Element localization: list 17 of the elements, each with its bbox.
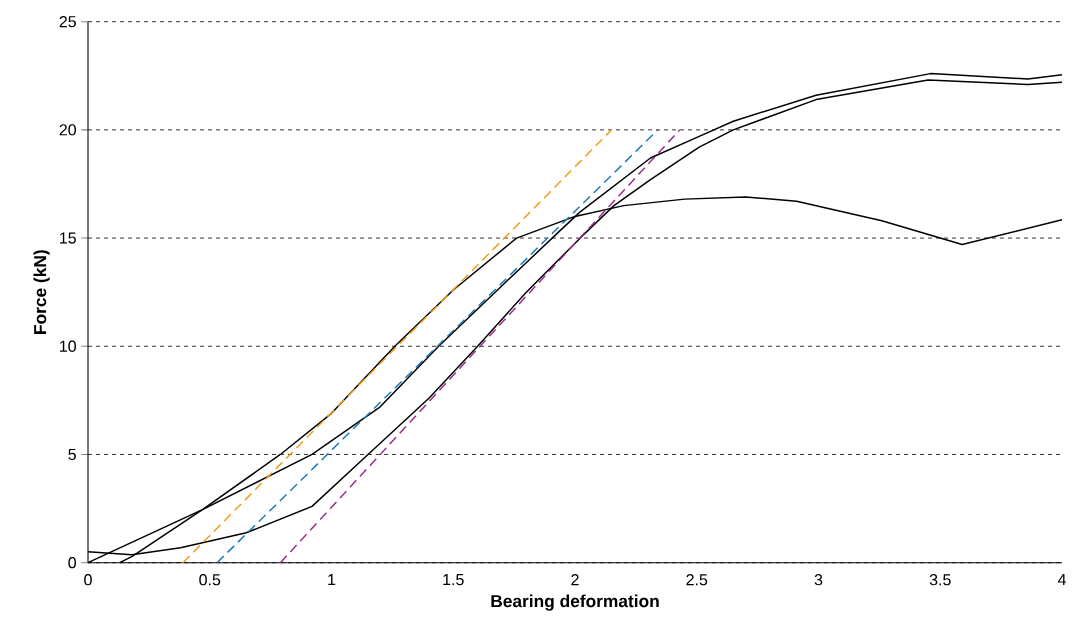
x-tick-label: 0 xyxy=(84,574,92,586)
x-tick-label: 4 xyxy=(1057,574,1066,586)
y-tick-label: 10 xyxy=(60,340,77,352)
y-tick-label: 0 xyxy=(68,557,77,569)
x-tick-label: 2.5 xyxy=(686,574,708,586)
x-tick-label: 0.5 xyxy=(199,574,221,586)
x-tick-label: 1.5 xyxy=(443,574,464,586)
x-tick-label: 1 xyxy=(328,574,336,586)
y-tick-label: 20 xyxy=(59,124,77,136)
y-tick-label: 5 xyxy=(68,448,76,461)
y-tick-label: 25 xyxy=(59,16,76,28)
x-tick-label: 3 xyxy=(814,574,823,586)
x-tick-label: 2 xyxy=(571,574,579,586)
x-tick-label: 3.5 xyxy=(929,574,951,586)
y-axis-title: Force (kN) xyxy=(33,250,50,334)
x-axis-title: Bearing deformation xyxy=(491,594,659,611)
y-tick-label: 15 xyxy=(60,232,76,244)
